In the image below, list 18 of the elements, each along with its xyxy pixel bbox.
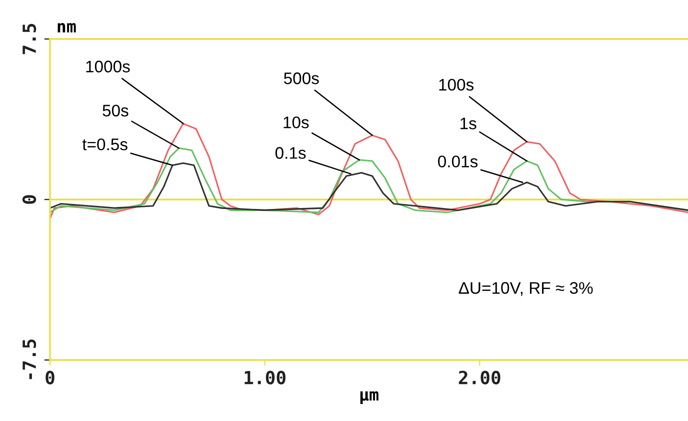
x-tick-label: 0 <box>46 370 54 384</box>
annotation: ΔU=10V, RF ≈ 3% <box>458 282 593 296</box>
annotation: 100s <box>439 78 474 91</box>
annotation: 50s <box>102 104 128 117</box>
x-tick-label: 2.00 <box>458 370 500 384</box>
x-axis-title: µm <box>360 391 378 404</box>
x-tick-label: 1.00 <box>244 370 286 384</box>
annotation: 0.1s <box>275 147 306 159</box>
y-tick-label: 7.5 <box>22 24 36 54</box>
y-tick-label: 0 <box>22 195 36 204</box>
annotation: 1000s <box>86 60 130 72</box>
annotation: 0.01s <box>438 156 478 168</box>
y-axis-title: nm <box>58 22 76 32</box>
annotation: 10s <box>284 116 309 128</box>
y-tick-label: -7.5 <box>22 339 36 380</box>
annotation: 1s <box>460 118 476 130</box>
annotation: 500s <box>284 72 319 84</box>
annotation: t=0.5s <box>82 138 128 150</box>
